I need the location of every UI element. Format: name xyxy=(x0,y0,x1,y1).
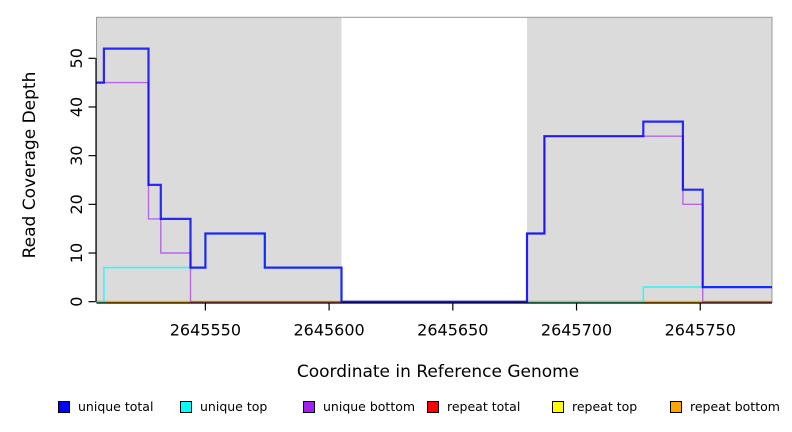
legend-swatch-unique-bottom xyxy=(303,401,315,413)
y-tick-label: 10 xyxy=(67,243,86,263)
y-tick-label: 30 xyxy=(67,145,86,165)
legend-label: repeat top xyxy=(572,399,638,414)
legend-swatch-repeat-top xyxy=(552,401,564,413)
x-tick-label: 2645700 xyxy=(541,321,612,340)
x-tick-label: 2645650 xyxy=(417,321,488,340)
legend-item-repeat-top: repeat top xyxy=(552,398,637,416)
x-tick-label: 2645550 xyxy=(170,321,241,340)
legend-swatch-repeat-total xyxy=(427,401,439,413)
legend-item-unique-bottom: unique bottom xyxy=(303,398,415,416)
legend-item-unique-total: unique total xyxy=(58,398,153,416)
y-tick-label: 0 xyxy=(67,297,86,307)
legend: unique total unique top unique bottom repea… xyxy=(0,398,792,420)
legend-item-repeat-total: repeat total xyxy=(427,398,520,416)
legend-swatch-unique-top xyxy=(180,401,192,413)
legend-label: unique top xyxy=(200,399,268,414)
legend-label: repeat total xyxy=(447,399,521,414)
y-tick-label: 40 xyxy=(67,97,86,117)
y-tick-label: 20 xyxy=(67,194,86,214)
x-tick-label: 2645600 xyxy=(293,321,364,340)
legend-label: unique total xyxy=(78,399,154,414)
legend-swatch-unique-total xyxy=(58,401,70,413)
x-axis-title: Coordinate in Reference Genome xyxy=(296,362,580,382)
y-tick-label: 50 xyxy=(67,48,86,68)
legend-swatch-repeat-bottom xyxy=(670,401,682,413)
x-tick-label: 2645750 xyxy=(665,321,736,340)
legend-label: repeat bottom xyxy=(690,399,780,414)
repeat-region-shading-0 xyxy=(96,17,342,303)
y-axis-title: Read Coverage Depth xyxy=(20,71,40,259)
repeat-region-shading-1 xyxy=(527,17,772,303)
series-line-unique-total xyxy=(96,47,772,303)
legend-item-repeat-bottom: repeat bottom xyxy=(670,398,780,416)
legend-item-unique-top: unique top xyxy=(180,398,267,416)
legend-label: unique bottom xyxy=(323,399,416,414)
